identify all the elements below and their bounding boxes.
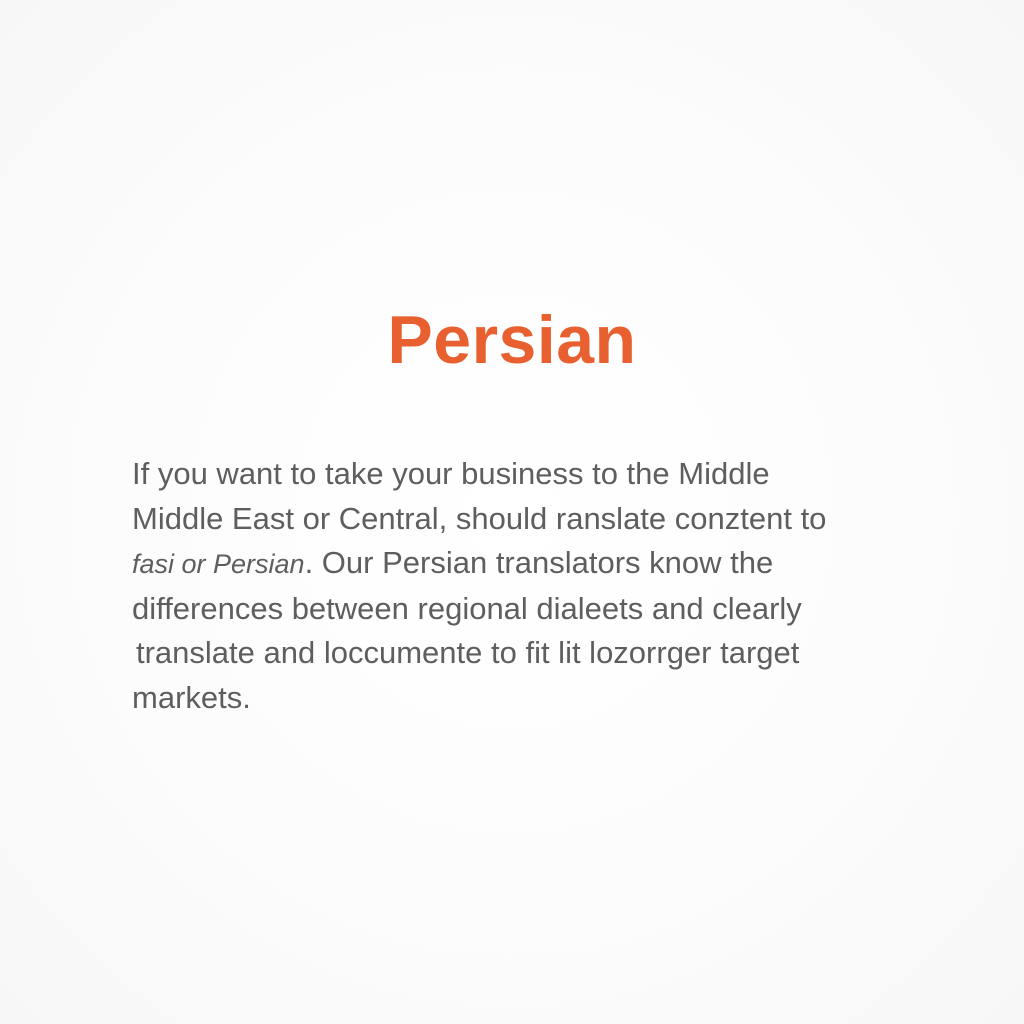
paragraph-line-3-rest: . Our Persian translators know the [304, 545, 774, 580]
italic-language-names: fasi or Persian [132, 549, 305, 579]
paragraph-line-3: fasi or Persian. Our Persian translators… [132, 541, 912, 587]
paragraph-line-2: Middle East or Central, should ranslate … [132, 500, 827, 536]
paragraph-line-1: If you want to take your business to the… [132, 456, 770, 491]
paragraph-line-4: differences between regional dialeets an… [132, 590, 802, 626]
paragraph-line-5: translate and loccumente to fit lit lozo… [136, 635, 800, 670]
paragraph-line-6: markets. [132, 679, 251, 715]
page-title: Persian [387, 302, 637, 378]
description-paragraph: If you want to take your business to the… [132, 452, 912, 720]
